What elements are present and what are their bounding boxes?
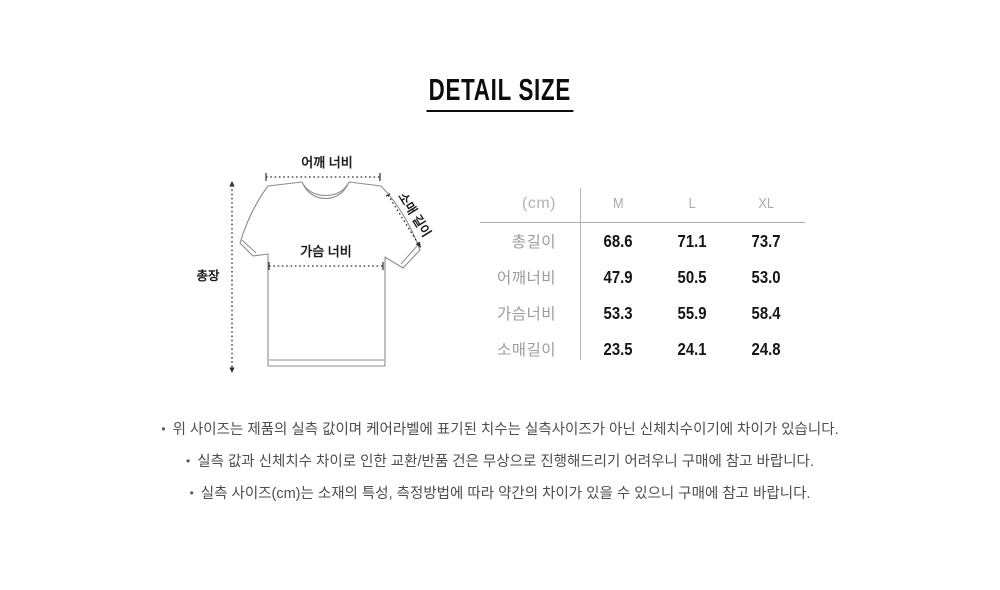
cell-value-text: 58.4 [752,302,781,323]
table-row: 소매길이 23.5 24.1 24.8 [480,331,805,367]
cell-value: 53.3 [580,303,656,324]
table-column-divider [580,188,581,360]
cell-value: 55.9 [656,303,728,324]
shoulder-width-measure [265,173,381,181]
column-header-l: L [656,195,728,212]
cell-value-text: 50.5 [677,266,707,287]
column-header-l-text: L [688,195,696,212]
chest-width-label: 가슴 너비 [300,244,351,259]
cell-value-text: 73.7 [752,230,781,251]
cell-value: 24.1 [656,339,728,360]
cell-value-text: 53.0 [752,266,781,287]
cell-value-text: 47.9 [603,266,633,287]
bullet-icon: • [186,454,191,468]
notes-list: • 위 사이즈는 제품의 실측 값이며 케어라벨에 표기된 치수는 실측사이즈가 … [0,421,1000,517]
cell-value: 47.9 [580,267,656,288]
row-label: 어깨너비 [496,270,556,287]
cell-value: 50.5 [656,267,728,288]
column-header-xl: XL [728,195,805,212]
cell-value: 24.8 [728,339,805,360]
cell-value-text: 53.3 [603,302,633,323]
total-length-measure [229,181,235,373]
note-text: 실측 값과 신체치수 차이로 인한 교환/반품 건은 무상으로 진행해드리기 어… [197,454,814,470]
tshirt-collar-line [303,184,348,196]
cell-value: 73.7 [728,231,805,252]
cell-value: 68.6 [580,231,656,252]
note-text: 실측 사이즈(cm)는 소재의 특성, 측정방법에 따라 약간의 차이가 있을 … [200,486,811,502]
note-item: • 실측 사이즈(cm)는 소재의 특성, 측정방법에 따라 약간의 차이가 있을… [0,485,1000,503]
shoulder-width-label: 어깨 너비 [301,155,352,170]
cell-value-text: 71.1 [677,230,707,251]
table-row: 어깨너비 47.9 50.5 53.0 [480,259,805,295]
bullet-icon: • [161,422,166,436]
column-header-m: M [580,195,656,212]
note-text: 위 사이즈는 제품의 실측 값이며 케어라벨에 표기된 치수는 실측사이즈가 아… [172,422,839,438]
table-row: 총길이 68.6 71.1 73.7 [480,223,805,259]
table-header-row: (cm) M L XL [480,185,805,223]
cell-value-text: 24.8 [752,338,781,359]
row-label: 소매길이 [496,342,556,359]
cell-value-text: 55.9 [677,302,707,323]
unit-header: (cm) [522,194,556,212]
cell-value: 53.0 [728,267,805,288]
tshirt-left-cuff-line [241,239,257,254]
row-label: 총길이 [511,234,556,251]
row-label: 가슴너비 [496,306,556,323]
table-row: 가슴너비 53.3 55.9 58.4 [480,295,805,331]
note-item: • 실측 값과 신체치수 차이로 인한 교환/반품 건은 무상으로 진행해드리기 … [0,453,1000,471]
note-item: • 위 사이즈는 제품의 실측 값이며 케어라벨에 표기된 치수는 실측사이즈가 … [0,421,1000,439]
cell-value: 71.1 [656,231,728,252]
cell-value-text: 24.1 [677,338,707,359]
sleeve-length-measure [385,193,421,248]
page-title: DETAIL SIZE [426,74,574,112]
tshirt-measurement-diagram: 어깨 너비 가슴 너비 총장 소매 길이 [196,155,434,373]
bullet-icon: • [189,486,194,500]
total-length-label: 총장 [196,268,220,283]
column-header-m-text: M [612,195,624,212]
tshirt-outline [239,181,421,367]
page-title-wrap: DETAIL SIZE [0,74,1000,112]
cell-value-text: 68.6 [603,230,633,251]
cell-value-text: 23.5 [603,338,633,359]
cell-value: 58.4 [728,303,805,324]
cell-value: 23.5 [580,339,656,360]
size-table: (cm) M L XL 총길이 68.6 71.1 73.7 어깨너비 47.9… [480,185,805,367]
tshirt-right-cuff-line [400,245,418,265]
column-header-xl-text: XL [758,195,775,212]
chest-width-measure [268,262,384,270]
